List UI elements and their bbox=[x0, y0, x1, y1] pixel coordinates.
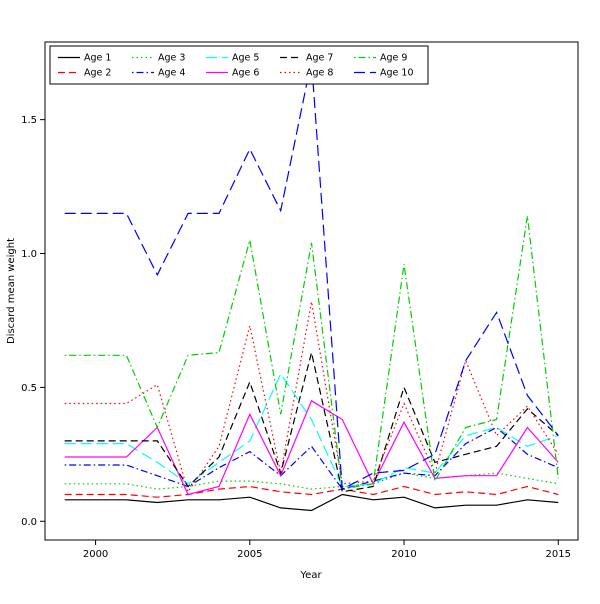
y-axis-label: Discard mean weight bbox=[6, 238, 17, 344]
series-line-age-1 bbox=[64, 493, 559, 512]
legend-label-age-1: Age 1 bbox=[84, 53, 111, 64]
legend-label-age-3: Age 3 bbox=[158, 53, 185, 64]
legend-label-age-2: Age 2 bbox=[84, 68, 111, 79]
x-tick-label: 2000 bbox=[83, 549, 108, 560]
series-line-age-3 bbox=[64, 472, 559, 490]
plot-area: 2000 2005 2010 2015 0.0 0.5 1.0 1.5 Age 1 Age 2 Ag… bbox=[21, 41, 579, 560]
series-line-age-8 bbox=[64, 301, 559, 494]
legend-label-age-9: Age 9 bbox=[380, 53, 407, 64]
legend-box bbox=[49, 45, 429, 85]
series-line-age-4 bbox=[64, 426, 559, 490]
legend-label-age-6: Age 6 bbox=[232, 68, 259, 79]
legend-label-age-5: Age 5 bbox=[232, 53, 259, 64]
legend-label-age-8: Age 8 bbox=[306, 68, 333, 79]
series-line-age-6 bbox=[64, 399, 559, 496]
legend-label-age-7: Age 7 bbox=[306, 53, 333, 64]
x-tick-label: 2015 bbox=[546, 549, 571, 560]
x-tick-label: 2010 bbox=[391, 549, 416, 560]
y-tick-label: 1.5 bbox=[21, 115, 37, 126]
x-tick-label: 2005 bbox=[237, 549, 262, 560]
series-line-age-10 bbox=[64, 60, 559, 491]
legend-label-age-10: Age 10 bbox=[380, 68, 413, 79]
series-line-age-2 bbox=[64, 485, 559, 498]
plot-box bbox=[44, 41, 579, 541]
legend-label-age-4: Age 4 bbox=[158, 68, 185, 79]
x-axis-label: Year bbox=[299, 570, 322, 581]
y-tick-label: 0.0 bbox=[21, 517, 37, 528]
series-line-age-5 bbox=[64, 372, 559, 488]
y-tick-label: 1.0 bbox=[21, 249, 37, 260]
series-line-age-7 bbox=[64, 352, 559, 493]
y-tick-label: 0.5 bbox=[21, 383, 37, 394]
series-line-age-9 bbox=[64, 215, 559, 490]
